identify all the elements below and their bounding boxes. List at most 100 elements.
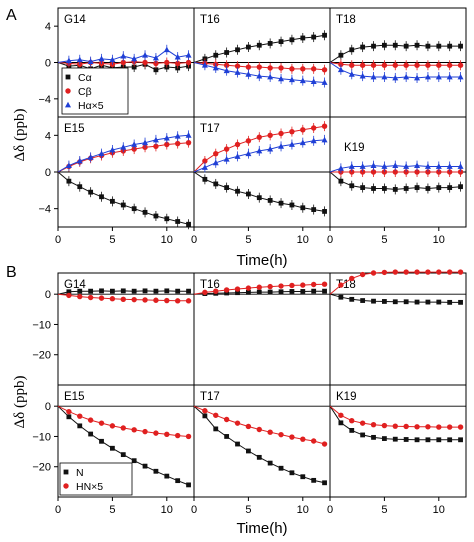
panel-b-e15-n-point	[131, 458, 137, 464]
panel-b-k19-n-point	[392, 436, 398, 442]
panel-b-ylabel: Δδ (ppb)	[12, 376, 28, 429]
panel-a-t18-cbeta-point	[370, 62, 377, 68]
panel-a-k19-cbeta-point	[436, 169, 442, 175]
panel-b-g14-hn-point	[185, 298, 192, 304]
panel-a-g14-cbeta-point	[174, 60, 181, 67]
panel-b-legend-label: HN×5	[76, 481, 103, 493]
panel-a-k19-calpha-point	[403, 186, 409, 191]
panel-a-t17-halpha-point	[234, 153, 241, 159]
panel-b-e15-hn-point	[164, 431, 170, 438]
panel-b-e15-n-point	[66, 414, 72, 420]
panel-a-g14-halpha-point	[163, 46, 170, 53]
panel-a-t17-halpha-point	[223, 155, 230, 162]
panel-a-k19-cbeta-point	[349, 169, 355, 175]
panel-a-e15-xtick-label: 0	[55, 234, 61, 246]
panel-a-t18-calpha-point	[403, 43, 409, 49]
panel-a-t16-cbeta-point	[223, 62, 230, 68]
panel-b-k19-xtick-label: 0	[327, 504, 333, 516]
panel-a-k19-halpha-point	[337, 165, 344, 171]
panel-b-g14-n-point	[88, 288, 94, 294]
panel-a-k19-cbeta-point	[403, 169, 409, 175]
panel-b-e15-n-point	[186, 482, 191, 488]
panel-a-e15-halpha-point	[65, 162, 72, 168]
panel-b-t17-n-point	[322, 480, 327, 486]
panel-a-t18-cbeta-point	[414, 62, 420, 68]
panel-a-t17-cbeta-series	[202, 121, 328, 166]
panel-b-k19-hn-point	[457, 424, 464, 430]
panel-a-t17-cbeta-point	[202, 158, 208, 164]
panel-b-t18-hn-point	[359, 271, 366, 278]
panel-a-k19-calpha-point	[458, 184, 463, 190]
panel-b-t17-n-point	[300, 474, 306, 480]
panel-a-g14-cbeta-point	[185, 59, 192, 66]
panel-b-t18-n-series	[338, 294, 463, 305]
panel-b-t18-label: T18	[336, 279, 356, 291]
panel-a-legend-marker	[65, 88, 71, 94]
panel-b-k19-n-point	[403, 437, 409, 442]
panel-b-k19-frame	[329, 384, 467, 498]
panel-a-e15-cbeta-point	[185, 139, 192, 146]
panel-a-e15-cbeta-point	[153, 143, 159, 150]
panel-a-t17-calpha-point	[322, 209, 327, 214]
panel-a-legend-marker	[65, 101, 71, 108]
panel-a-k19-cbeta-point	[414, 169, 420, 175]
panel-a-t16-halpha-point	[212, 64, 219, 71]
panel-a-t18-halpha-point	[457, 73, 464, 80]
panel-a-t17-halpha-point	[321, 136, 328, 143]
panel-b-g14-n-point	[164, 288, 170, 294]
panel-a-k19-calpha-point	[447, 185, 453, 190]
panel-a-legend-label: Cα	[78, 72, 92, 84]
panel-b-e15-hn-point	[131, 427, 137, 433]
panel-b-t17-hn-point	[234, 420, 241, 426]
panel-a-t16-halpha-point	[234, 69, 241, 75]
panel-a-t18-calpha-point	[360, 44, 366, 50]
panel-a-e15-halpha-point	[185, 132, 192, 138]
panel-b-t16-hn-point	[234, 286, 241, 292]
panel-a-k19-calpha-point	[414, 185, 420, 190]
panel-a-k19-calpha-point	[349, 183, 355, 189]
panel-b-t18-hn-point	[446, 269, 453, 275]
panel-b-g14-hn-point	[164, 297, 170, 304]
panel-a-e15-halpha-point	[142, 139, 149, 146]
panel-b-k19-n-point	[436, 437, 442, 443]
panel-a-t18-halpha-point	[424, 73, 431, 80]
panel-a-g14-cbeta-point	[120, 59, 126, 66]
panel-b-t18-hn-point	[349, 275, 355, 282]
panel-b-g14-ytick-label: 0	[45, 289, 51, 301]
panel-a-t18-cbeta-point	[349, 62, 355, 68]
panel-b-g14-hn-point	[174, 298, 181, 304]
panel-a-e15-halpha-point	[76, 157, 83, 164]
panel-a-k19-halpha-point	[348, 163, 355, 169]
panel-b-t18-n-point	[436, 299, 442, 305]
panel-a-t18-halpha-point	[337, 66, 344, 73]
panel-a-g14-halpha-point	[131, 55, 138, 62]
panel-b-t17-n-point	[224, 434, 230, 439]
panel-b-k19-hn-point	[446, 424, 453, 430]
panel-b-t16-n-point	[235, 290, 240, 296]
panel-a-t16-cbeta-point	[245, 64, 252, 70]
panel-a-t18-halpha-series	[337, 64, 464, 83]
panel-a-t17-cbeta-point	[256, 134, 262, 140]
panel-a-e15-ytick-label: −4	[38, 204, 51, 216]
panel-b-t17-n-point	[267, 460, 273, 466]
panel-a-t16-cbeta-point	[278, 65, 284, 71]
panel-a-xlabel: Time(h)	[236, 252, 287, 269]
panel-a-e15-calpha-series	[66, 176, 191, 230]
panel-a-e15-calpha-point	[164, 216, 170, 222]
panel-a-t18-cbeta-point	[392, 62, 398, 68]
panel-a-g14-halpha-point	[152, 54, 159, 61]
panel-a-t18-label: T18	[336, 14, 356, 26]
panel-a-t16-calpha-point	[235, 47, 240, 53]
panel-b-g14-n-series	[66, 288, 191, 295]
panel-b-e15-hn-fit-line	[57, 405, 189, 437]
panel-a-e15-cbeta-point	[164, 141, 170, 148]
panel-a-t16-halpha-point	[267, 73, 274, 80]
panel-a-t17-halpha-point	[256, 147, 263, 154]
panel-b-g14-hn-point	[66, 292, 72, 299]
panel-b-e15-hn-series	[66, 408, 192, 440]
panel-a-t18-calpha-point	[349, 47, 355, 53]
panel-b-t17-hn-point	[267, 429, 273, 435]
panel-a-k19-halpha-point	[403, 163, 410, 169]
panel-b-t16-hn-point	[202, 289, 208, 296]
panel-b-g14-hn-series	[66, 292, 192, 304]
